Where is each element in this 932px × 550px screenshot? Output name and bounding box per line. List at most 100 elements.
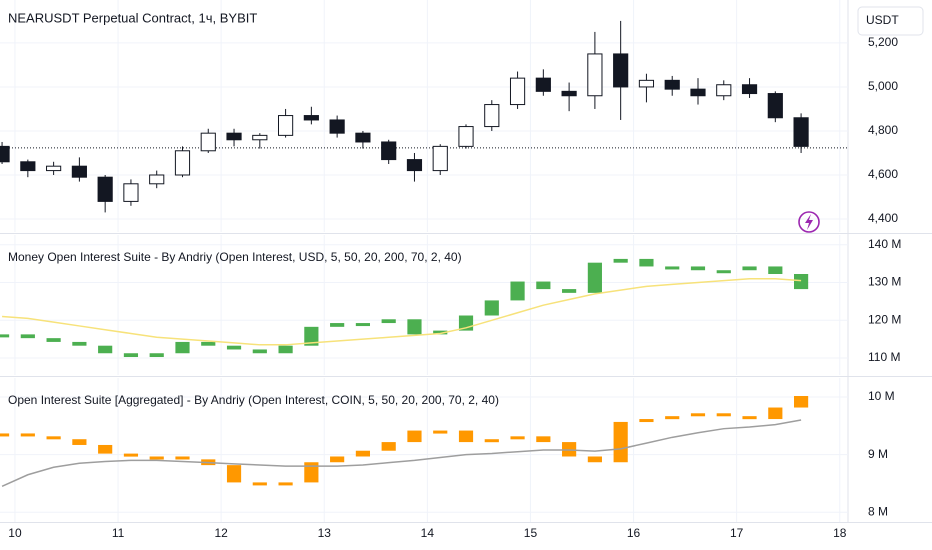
candle-body — [200, 132, 216, 152]
x-tick-label: 10 — [8, 526, 22, 540]
open-interest-bar — [742, 266, 757, 271]
y-tick-label: 110 M — [868, 350, 900, 364]
y-tick-label: 8 M — [868, 504, 888, 518]
y-tick-label: 10 M — [868, 389, 895, 403]
open-interest-bar — [0, 433, 10, 437]
candle-body — [381, 141, 397, 161]
currency-button[interactable]: USDT — [857, 6, 924, 36]
open-interest-bar — [149, 353, 164, 358]
open-interest-bar — [98, 444, 113, 454]
open-interest-bar — [304, 326, 319, 346]
open-interest-bar — [613, 421, 628, 463]
open-interest-bar — [587, 456, 602, 463]
button-label: USDT — [866, 13, 899, 27]
candle-body — [432, 145, 448, 172]
open-interest-bar — [407, 430, 422, 443]
alert-bolt — [805, 214, 813, 230]
open-interest-bar — [278, 345, 293, 354]
open-interest-bar — [201, 341, 216, 346]
x-tick-label: 12 — [214, 526, 228, 540]
pane: 110 M 120 M 130 M 140 M Money Open Interest … — [0, 235, 901, 375]
open-interest-bar — [226, 345, 242, 350]
open-interest-bar — [433, 330, 448, 335]
x-tick-label: 16 — [627, 526, 641, 540]
candle-body — [355, 132, 371, 143]
candle-body — [226, 132, 242, 141]
open-interest-bar — [98, 345, 113, 354]
candle-body — [0, 145, 10, 163]
alert-circle — [798, 211, 820, 233]
x-tick-label: 15 — [524, 526, 538, 540]
y-tick-label: 5,200 — [868, 35, 898, 49]
candle-body — [561, 90, 577, 97]
y-tick-label: 120 M — [868, 312, 901, 326]
pane: 4,400 4,600 4,800 5,000 5,200 NEARUSDT Perpet… — [0, 0, 898, 232]
open-interest-bar — [46, 436, 61, 440]
open-interest-bar — [72, 341, 87, 346]
open-interest-bar — [304, 462, 319, 483]
open-interest-bar — [381, 442, 396, 451]
x-tick-label: 18 — [833, 526, 847, 540]
candle-body — [149, 174, 165, 185]
open-interest-bar — [536, 436, 551, 443]
pane-title: NEARUSDT Perpetual Contract, 1ч, BYBIT — [8, 10, 257, 25]
candle-body — [123, 183, 139, 202]
open-interest-bar — [613, 258, 628, 263]
open-interest-bar — [330, 456, 345, 463]
average-line — [1, 419, 802, 487]
open-interest-bar — [794, 396, 809, 408]
open-interest-bar — [46, 338, 61, 342]
candle-body — [46, 165, 62, 172]
open-interest-bar — [690, 413, 706, 417]
open-interest-bar — [690, 266, 706, 271]
open-interest-bar — [433, 430, 448, 434]
x-tick-label: 14 — [421, 526, 435, 540]
open-interest-bar — [149, 456, 164, 460]
open-interest-bar — [0, 334, 10, 338]
candle-body — [509, 77, 526, 106]
open-interest-bar — [768, 266, 783, 274]
open-interest-bar — [20, 334, 35, 339]
open-interest-bar — [484, 439, 499, 443]
open-interest-bar — [278, 482, 293, 486]
open-interest-bar — [458, 430, 474, 443]
y-tick-label: 9 M — [868, 447, 888, 461]
candle-body — [587, 53, 603, 97]
alert-icon[interactable] — [798, 211, 820, 233]
candle-body — [71, 165, 87, 178]
x-tick-label: 17 — [730, 526, 744, 540]
open-interest-bar — [742, 416, 757, 420]
open-interest-bar — [665, 416, 680, 420]
open-interest-bar — [716, 270, 731, 274]
open-interest-bar — [639, 258, 654, 267]
candle-body — [458, 126, 474, 147]
candle-body — [613, 53, 629, 88]
open-interest-bar — [20, 433, 35, 437]
candle-body — [174, 150, 191, 176]
candle-body — [716, 84, 732, 97]
y-tick-label: 140 M — [868, 237, 901, 251]
open-interest-bar — [484, 300, 499, 316]
y-tick-label: 5,000 — [868, 79, 898, 93]
candle-body — [793, 117, 809, 147]
candle-body — [252, 134, 268, 141]
open-interest-bar — [639, 419, 654, 423]
open-interest-bar — [716, 413, 731, 417]
y-tick-label: 130 M — [868, 275, 901, 289]
open-interest-bar — [252, 482, 267, 486]
candle-body — [303, 115, 319, 121]
candle-body — [329, 119, 345, 134]
open-interest-bar — [175, 456, 190, 460]
candle-body — [690, 88, 706, 97]
open-interest-bar — [407, 319, 422, 335]
pane-title: Open Interest Suite [Aggregated] - By An… — [8, 393, 499, 407]
candle-body — [406, 159, 423, 172]
candle-body — [277, 115, 294, 136]
candle-body — [484, 104, 500, 128]
open-interest-bar — [175, 341, 190, 354]
open-interest-bar — [330, 323, 345, 327]
pane-title: Money Open Interest Suite - By Andriy (O… — [8, 250, 462, 264]
open-interest-bar — [587, 262, 602, 293]
